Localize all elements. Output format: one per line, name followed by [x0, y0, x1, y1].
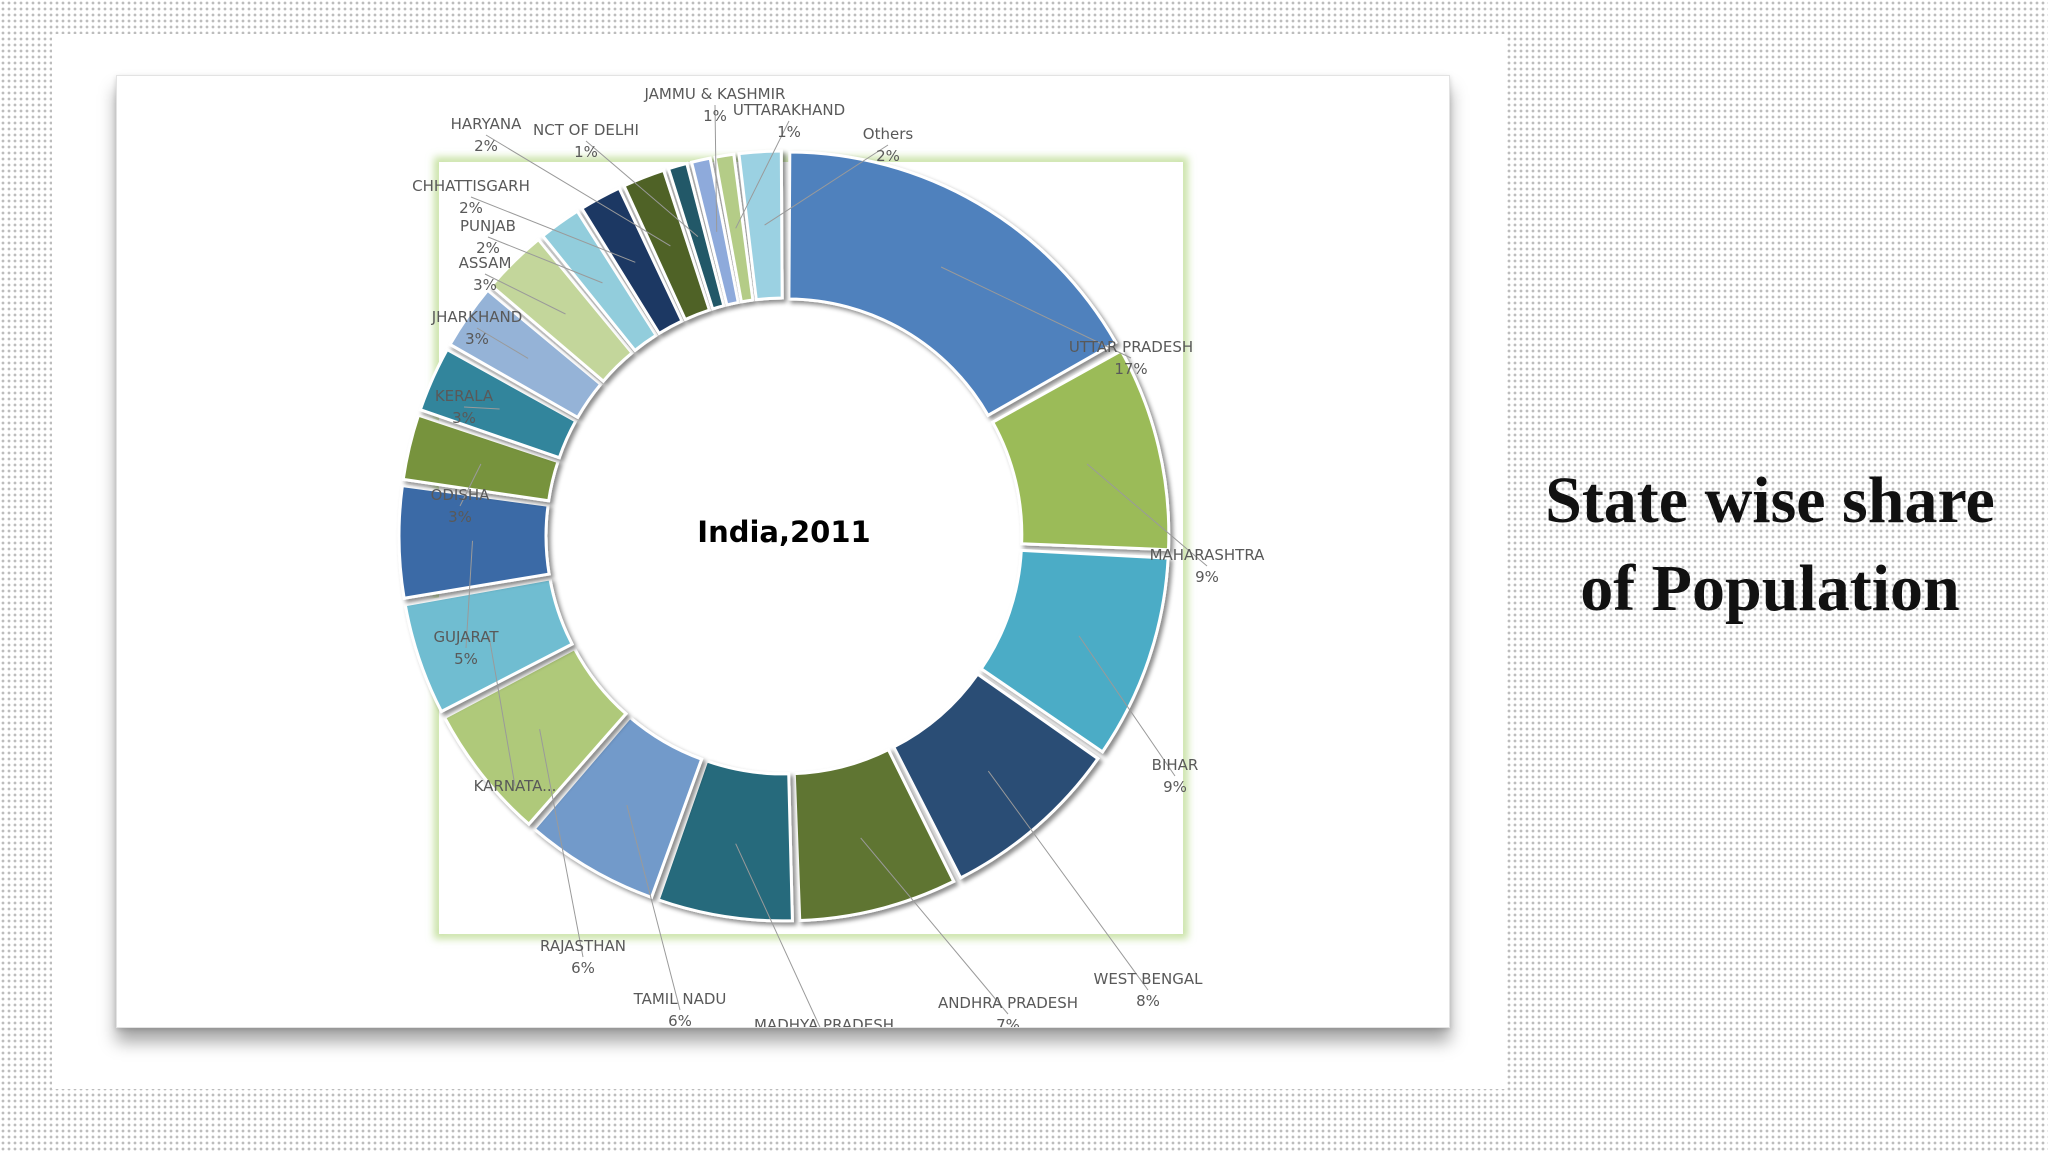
- slice-jharkhand: [448, 288, 603, 420]
- value-label-assam: 3%: [473, 276, 497, 294]
- label-uttar-pradesh: UTTAR PRADESH: [1069, 338, 1193, 356]
- label-karnata: KARNATA...: [474, 777, 557, 795]
- slice-assam: [489, 237, 635, 384]
- value-label-chhattisgarh: 2%: [459, 199, 483, 217]
- slices-group: [397, 149, 1171, 923]
- slice-kerala: [418, 347, 578, 460]
- label-kerala: KERALA: [435, 387, 494, 405]
- slice-punjab: [540, 209, 659, 353]
- leader-line-chhattisgarh: [470, 196, 636, 263]
- leader-line-others: [764, 144, 889, 226]
- label-jharkhand: JHARKHAND: [431, 308, 523, 326]
- slice-odisha: [401, 413, 560, 503]
- labels-group: UTTAR PRADESH 17% MAHARASHTRA 9% BIHAR 9% WEST…: [412, 85, 1265, 1027]
- label-gujarat: GUJARAT: [433, 628, 499, 646]
- value-label-kerala: 3%: [452, 409, 476, 427]
- label-west-bengal: WEST BENGAL: [1094, 970, 1204, 988]
- label-madhya-pradesh: MADHYA PRADESH: [754, 1016, 894, 1027]
- leader-line-uttar-pradesh: [940, 266, 1132, 359]
- label-punjab: PUNJAB: [460, 217, 516, 235]
- donut-chart: UTTAR PRADESH 17% MAHARASHTRA 9% BIHAR 9% WEST…: [397, 85, 1265, 1027]
- slice-madhya-pradesh: [656, 759, 794, 923]
- value-label-odisha: 3%: [448, 508, 472, 526]
- label-uttarakhand: UTTARAKHAND: [733, 101, 845, 119]
- slice-west-bengal: [891, 672, 1100, 880]
- leader-line-west-bengal: [987, 770, 1149, 991]
- label-odisha: ODISHA: [431, 486, 491, 504]
- slide-title-line1: State wise share: [1545, 464, 1995, 537]
- leader-line-assam: [484, 273, 566, 315]
- leader-line-jharkhand: [476, 327, 529, 359]
- slice-maharashtra: [990, 348, 1171, 552]
- slice-uttar-pradesh: [787, 150, 1118, 418]
- value-label-rajasthan: 6%: [571, 959, 595, 977]
- slice-rajasthan: [442, 646, 629, 827]
- leader-line-uttarakhand: [735, 120, 790, 229]
- label-andhra-pradesh: ANDHRA PRADESH: [938, 994, 1078, 1012]
- value-label-maharashtra: 9%: [1195, 568, 1219, 586]
- slide-title-line2: of Population: [1580, 552, 1960, 625]
- value-label-jharkhand: 3%: [465, 330, 489, 348]
- label-haryana: HARYANA: [451, 115, 522, 133]
- chart-card: UTTAR PRADESH 17% MAHARASHTRA 9% BIHAR 9% WEST…: [116, 75, 1450, 1028]
- leader-line-andhra-pradesh: [860, 837, 1009, 1015]
- leader-line-haryana: [485, 134, 671, 247]
- value-label-tamil-nadu: 6%: [668, 1012, 692, 1027]
- label-assam: ASSAM: [459, 254, 512, 272]
- slice-others: [737, 149, 784, 302]
- leader-line-kerala: [463, 406, 500, 410]
- leader-line-rajasthan: [539, 729, 584, 958]
- slice-nct-of-delhi: [666, 161, 726, 311]
- label-tamil-nadu: TAMIL NADU: [633, 990, 727, 1008]
- leader-line-gujarat: [465, 540, 473, 649]
- label-chhattisgarh: CHHATTISGARH: [412, 177, 530, 195]
- label-nct-of-delhi: NCT OF DELHI: [533, 121, 639, 139]
- leader-line-maharashtra: [1086, 463, 1208, 567]
- slice-haryana: [622, 168, 712, 322]
- leader-line-tamil-nadu: [626, 804, 681, 1011]
- label-others: Others: [863, 125, 914, 143]
- label-jammu-kashmir: JAMMU & KASHMIR: [644, 85, 786, 103]
- slide-title: State wise share of Population: [1490, 457, 2048, 633]
- value-label-bihar: 9%: [1163, 778, 1187, 796]
- value-label-uttar-pradesh: 17%: [1114, 360, 1147, 378]
- value-label-haryana: 2%: [474, 137, 498, 155]
- value-label-west-bengal: 8%: [1136, 992, 1160, 1010]
- leader-line-punjab: [487, 236, 603, 284]
- slice-tamil-nadu: [532, 715, 704, 900]
- value-label-jammu-kashmir: 1%: [703, 107, 727, 125]
- label-maharashtra: MAHARASHTRA: [1150, 546, 1266, 564]
- value-label-others: 2%: [876, 147, 900, 165]
- value-label-punjab: 2%: [476, 239, 500, 257]
- value-label-uttarakhand: 1%: [777, 123, 801, 141]
- leader-line-odisha: [459, 463, 482, 507]
- leader-line-jammu-kashmir: [714, 104, 718, 232]
- leader-line-bihar: [1078, 635, 1176, 777]
- slice-karnata: [403, 577, 575, 714]
- label-bihar: BIHAR: [1152, 756, 1199, 774]
- value-label-nct-of-delhi: 1%: [574, 143, 598, 161]
- value-label-gujarat: 5%: [454, 650, 478, 668]
- slice-andhra-pradesh: [792, 747, 956, 923]
- slice-jammu-kashmir: [689, 156, 741, 307]
- leader-line-madhya-pradesh: [735, 843, 821, 1027]
- leader-line-nct-of-delhi: [585, 140, 699, 237]
- slice-bihar: [979, 548, 1170, 754]
- slice-uttarakhand: [713, 152, 755, 304]
- value-label-andhra-pradesh: 7%: [996, 1016, 1020, 1027]
- slice-gujarat: [397, 483, 551, 600]
- leader-lines-group: [459, 104, 1208, 1027]
- leader-line-karnata: [488, 635, 516, 787]
- center-title: India,2011: [697, 515, 870, 549]
- label-rajasthan: RAJASTHAN: [540, 937, 626, 955]
